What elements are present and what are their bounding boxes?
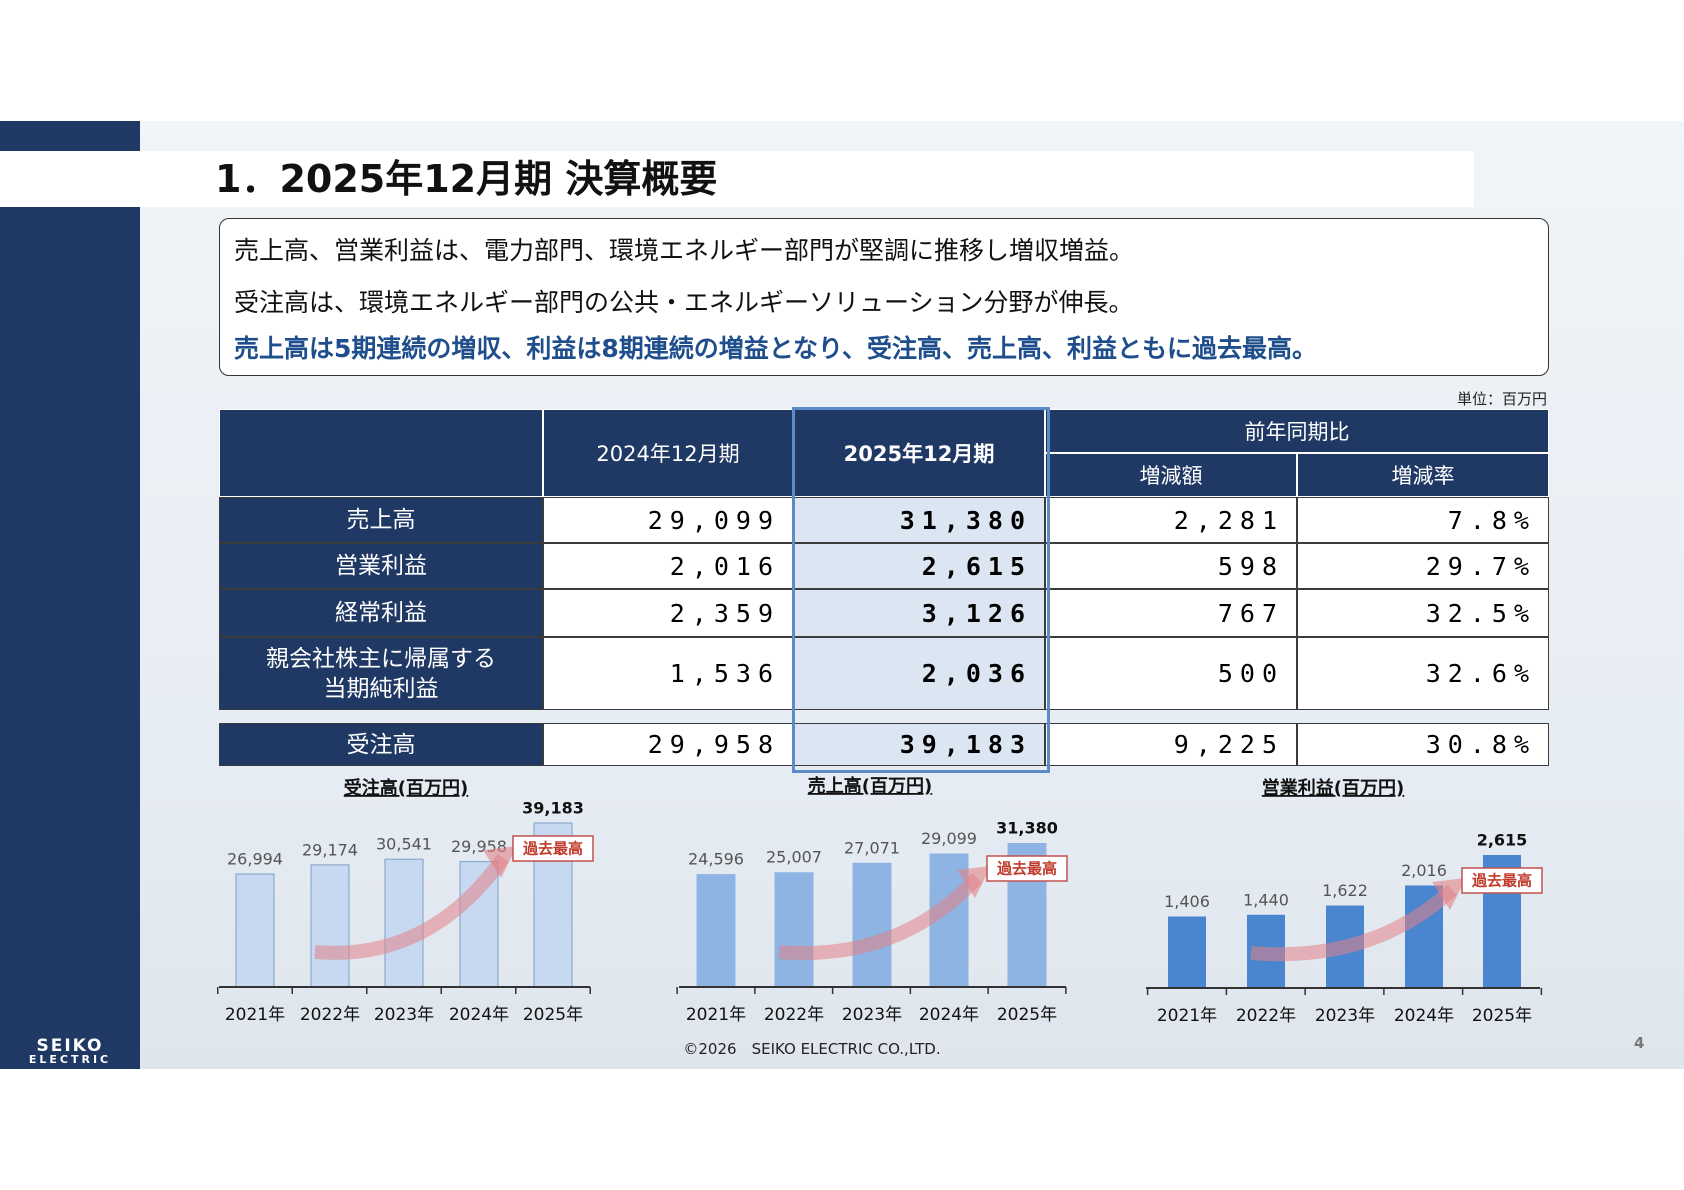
page-number: 4: [1634, 1034, 1645, 1052]
row-label: 受注高: [219, 723, 543, 766]
x-tick-label: 2021年: [225, 1005, 285, 1025]
table-value: 598: [1045, 543, 1297, 589]
annotation: 過去最高: [1471, 872, 1532, 890]
table-value: 2,359: [543, 589, 793, 637]
summary-box: 売上高、営業利益は、電力部門、環境エネルギー部門が堅調に推移し増収増益。 受注高…: [219, 218, 1549, 376]
bar: [852, 862, 892, 987]
title: 1．2025年12月期 決算概要: [215, 157, 718, 201]
x-tick-label: 2024年: [1394, 1006, 1454, 1026]
table-value: 32.6%: [1297, 637, 1549, 710]
copyright: ©2026 SEIKO ELECTRIC CO.,LTD.: [683, 1040, 941, 1058]
table-value: 1,536: [543, 637, 793, 710]
value-label: 27,071: [844, 838, 900, 857]
bar: [1168, 916, 1206, 988]
value-label: 29,174: [302, 840, 358, 859]
table-value: 2,036: [793, 637, 1045, 710]
table-value: 29,958: [543, 723, 793, 766]
annotation-box: [512, 835, 594, 862]
x-tick-label: 2022年: [300, 1005, 360, 1025]
table-value: 767: [1045, 589, 1297, 637]
value-label: 30,541: [376, 835, 432, 854]
side-bar: [0, 121, 140, 1069]
logo: SEIKO ELECTRIC: [5, 1036, 135, 1067]
chart-title: 営業利益(百万円): [1262, 777, 1404, 799]
table-value: 29.7%: [1297, 543, 1549, 589]
value-label: 31,380: [996, 819, 1058, 838]
chart-title: 受注高(百万円): [344, 777, 468, 799]
header-cell: [219, 409, 543, 497]
logo-text: SEIKO: [36, 1036, 104, 1056]
annotation-box: [1461, 867, 1543, 894]
value-label: 2,615: [1477, 831, 1528, 850]
x-tick-label: 2023年: [842, 1005, 902, 1025]
value-label: 1,406: [1164, 892, 1210, 911]
table-value: 2,281: [1045, 497, 1297, 543]
value-label: 39,183: [522, 799, 584, 818]
table-value: 7.8%: [1297, 497, 1549, 543]
x-tick-label: 2023年: [374, 1005, 434, 1025]
value-label: 1,440: [1243, 890, 1289, 909]
title-band: [0, 151, 1474, 207]
value-label: 24,596: [688, 850, 744, 869]
bar: [310, 864, 350, 988]
annotation-box: [986, 855, 1068, 882]
x-tick-label: 2021年: [686, 1005, 746, 1025]
header-cell: 2025年12月期: [793, 409, 1045, 497]
logo-text: ELECTRIC: [28, 1053, 112, 1066]
x-tick-label: 2022年: [1236, 1006, 1296, 1026]
x-tick-label: 2024年: [449, 1005, 509, 1025]
trend-arrow-head: [483, 846, 517, 878]
table-value: 39,183: [793, 723, 1045, 766]
trend-arrow: [314, 853, 509, 960]
x-tick-label: 2023年: [1315, 1006, 1375, 1026]
table-value: 32.5%: [1297, 589, 1549, 637]
bar: [774, 872, 814, 987]
x-tick-label: 2024年: [919, 1005, 979, 1025]
row-label: 経常利益: [219, 589, 543, 637]
x-tick-label: 2025年: [997, 1005, 1057, 1025]
value-label: 26,994: [227, 850, 283, 869]
x-tick-label: 2025年: [1472, 1006, 1532, 1026]
x-tick-label: 2025年: [523, 1005, 583, 1025]
table-value: 2,016: [543, 543, 793, 589]
header-cell: 前年同期比: [1045, 409, 1549, 453]
value-label: 29,099: [921, 829, 977, 848]
x-tick-label: 2022年: [764, 1005, 824, 1025]
x-tick-label: 2021年: [1157, 1006, 1217, 1026]
annotation: 過去最高: [522, 840, 583, 858]
header-cell: 2024年12月期: [543, 409, 793, 497]
table-value: 9,225: [1045, 723, 1297, 766]
value-label: 25,007: [766, 848, 822, 867]
header-cell: 増減率: [1297, 453, 1549, 497]
table-value: 29,099: [543, 497, 793, 543]
trend-arrow-head: [1432, 878, 1466, 910]
annotation: 過去最高: [996, 860, 1057, 878]
unit: 単位：百万円: [1456, 390, 1547, 408]
row-label: 営業利益: [219, 543, 543, 589]
summary-line: 受注高は、環境エネルギー部門の公共・エネルギーソリューション分野が伸長。: [234, 288, 1134, 317]
trend-arrow: [778, 873, 983, 961]
bar: [696, 874, 736, 987]
trend-arrow-head: [957, 866, 991, 898]
value-label: 2,016: [1401, 861, 1447, 880]
bar: [235, 873, 275, 988]
table-value: 31,380: [793, 497, 1045, 543]
table-value: 30.8%: [1297, 723, 1549, 766]
row-label: 親会社株主に帰属する 当期純利益: [219, 637, 543, 710]
value-label: 1,622: [1322, 881, 1368, 900]
header-cell: 増減額: [1045, 453, 1297, 497]
table-value: 500: [1045, 637, 1297, 710]
footer: ©2026 SEIKO ELECTRIC CO.,LTD.: [0, 1038, 1684, 1059]
chart-title: 売上高(百万円): [808, 775, 932, 797]
summary-line: 売上高、営業利益は、電力部門、環境エネルギー部門が堅調に推移し増収増益。: [234, 236, 1135, 265]
table-value: 3,126: [793, 589, 1045, 637]
row-label: 売上高: [219, 497, 543, 543]
bar: [384, 858, 424, 988]
trend-arrow: [1250, 884, 1457, 962]
summary-line: 売上高は5期連続の増収、利益は8期連続の増益となり、受注高、売上高、利益ともに過…: [234, 334, 1318, 363]
